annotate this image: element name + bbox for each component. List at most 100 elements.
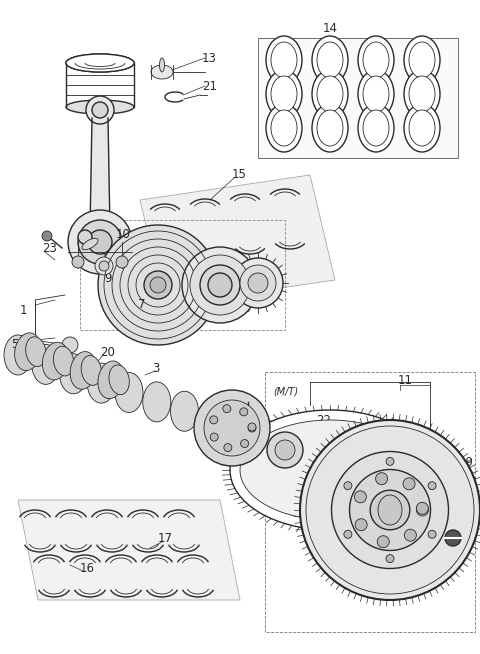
Circle shape xyxy=(194,390,270,466)
Circle shape xyxy=(144,271,172,299)
Text: (M/T): (M/T) xyxy=(273,386,298,396)
Text: 9: 9 xyxy=(104,271,111,284)
Circle shape xyxy=(204,400,260,456)
Circle shape xyxy=(78,230,92,244)
Text: 12: 12 xyxy=(443,515,458,528)
Ellipse shape xyxy=(409,42,435,78)
Ellipse shape xyxy=(81,356,102,385)
Ellipse shape xyxy=(15,333,41,371)
Ellipse shape xyxy=(312,36,348,84)
Circle shape xyxy=(332,451,448,568)
Circle shape xyxy=(86,96,114,124)
Ellipse shape xyxy=(363,76,389,112)
Polygon shape xyxy=(140,175,335,305)
Ellipse shape xyxy=(26,337,46,366)
Circle shape xyxy=(344,482,352,490)
Text: 16: 16 xyxy=(80,562,95,574)
Ellipse shape xyxy=(70,352,96,389)
Circle shape xyxy=(224,443,232,451)
Bar xyxy=(258,38,458,158)
Text: 15: 15 xyxy=(232,169,247,182)
Circle shape xyxy=(370,490,410,530)
Ellipse shape xyxy=(60,354,87,394)
Ellipse shape xyxy=(66,54,134,72)
Ellipse shape xyxy=(271,42,297,78)
Circle shape xyxy=(242,402,254,414)
Circle shape xyxy=(344,530,352,538)
Ellipse shape xyxy=(82,238,98,250)
Ellipse shape xyxy=(143,382,171,422)
Circle shape xyxy=(386,457,394,466)
Text: 11: 11 xyxy=(398,373,413,387)
Text: 14: 14 xyxy=(323,22,338,35)
Ellipse shape xyxy=(226,410,254,450)
Text: 13: 13 xyxy=(202,52,217,65)
Ellipse shape xyxy=(358,104,394,152)
Text: 5: 5 xyxy=(11,339,18,351)
Text: 7: 7 xyxy=(138,298,145,311)
Circle shape xyxy=(275,440,295,460)
Text: 22: 22 xyxy=(316,413,331,426)
Ellipse shape xyxy=(115,373,143,413)
Ellipse shape xyxy=(404,104,440,152)
Ellipse shape xyxy=(317,76,343,112)
Circle shape xyxy=(267,432,303,468)
Circle shape xyxy=(92,102,108,118)
Ellipse shape xyxy=(98,361,124,399)
Ellipse shape xyxy=(109,365,129,394)
Circle shape xyxy=(300,420,480,600)
Circle shape xyxy=(428,530,436,538)
Circle shape xyxy=(248,423,256,431)
Text: 23: 23 xyxy=(42,241,57,254)
Circle shape xyxy=(349,470,431,551)
Text: 2: 2 xyxy=(20,334,27,347)
Ellipse shape xyxy=(312,104,348,152)
Ellipse shape xyxy=(230,410,430,530)
Text: 10: 10 xyxy=(116,228,131,241)
Circle shape xyxy=(210,416,218,424)
Ellipse shape xyxy=(4,335,32,375)
Text: 17: 17 xyxy=(158,532,173,545)
Bar xyxy=(80,220,285,330)
Ellipse shape xyxy=(404,36,440,84)
Ellipse shape xyxy=(271,76,297,112)
Text: 19: 19 xyxy=(459,455,474,468)
Circle shape xyxy=(403,478,415,490)
Circle shape xyxy=(354,490,366,503)
Ellipse shape xyxy=(363,110,389,146)
Circle shape xyxy=(355,519,367,530)
Circle shape xyxy=(208,273,232,297)
Ellipse shape xyxy=(378,495,402,525)
Circle shape xyxy=(68,210,132,274)
Circle shape xyxy=(223,405,231,413)
Circle shape xyxy=(233,258,283,308)
Circle shape xyxy=(240,408,248,416)
Circle shape xyxy=(200,265,240,305)
Ellipse shape xyxy=(87,363,115,403)
Circle shape xyxy=(428,482,436,490)
Text: 6: 6 xyxy=(248,284,255,298)
Ellipse shape xyxy=(151,65,173,79)
Ellipse shape xyxy=(159,58,165,72)
Ellipse shape xyxy=(170,391,199,431)
Ellipse shape xyxy=(240,420,420,520)
Ellipse shape xyxy=(358,36,394,84)
Text: 1: 1 xyxy=(20,303,27,317)
Polygon shape xyxy=(90,118,110,230)
Text: 20: 20 xyxy=(100,345,115,358)
Circle shape xyxy=(190,255,250,315)
Circle shape xyxy=(210,433,218,441)
Ellipse shape xyxy=(53,346,74,376)
Circle shape xyxy=(95,257,113,275)
Circle shape xyxy=(445,530,461,546)
Text: 4: 4 xyxy=(277,430,285,443)
Circle shape xyxy=(62,337,78,353)
Circle shape xyxy=(78,220,122,264)
Ellipse shape xyxy=(404,70,440,118)
Text: 18: 18 xyxy=(236,396,251,409)
Circle shape xyxy=(116,256,128,268)
Circle shape xyxy=(182,247,258,323)
Ellipse shape xyxy=(66,54,134,72)
Polygon shape xyxy=(18,500,240,600)
Circle shape xyxy=(248,424,256,432)
